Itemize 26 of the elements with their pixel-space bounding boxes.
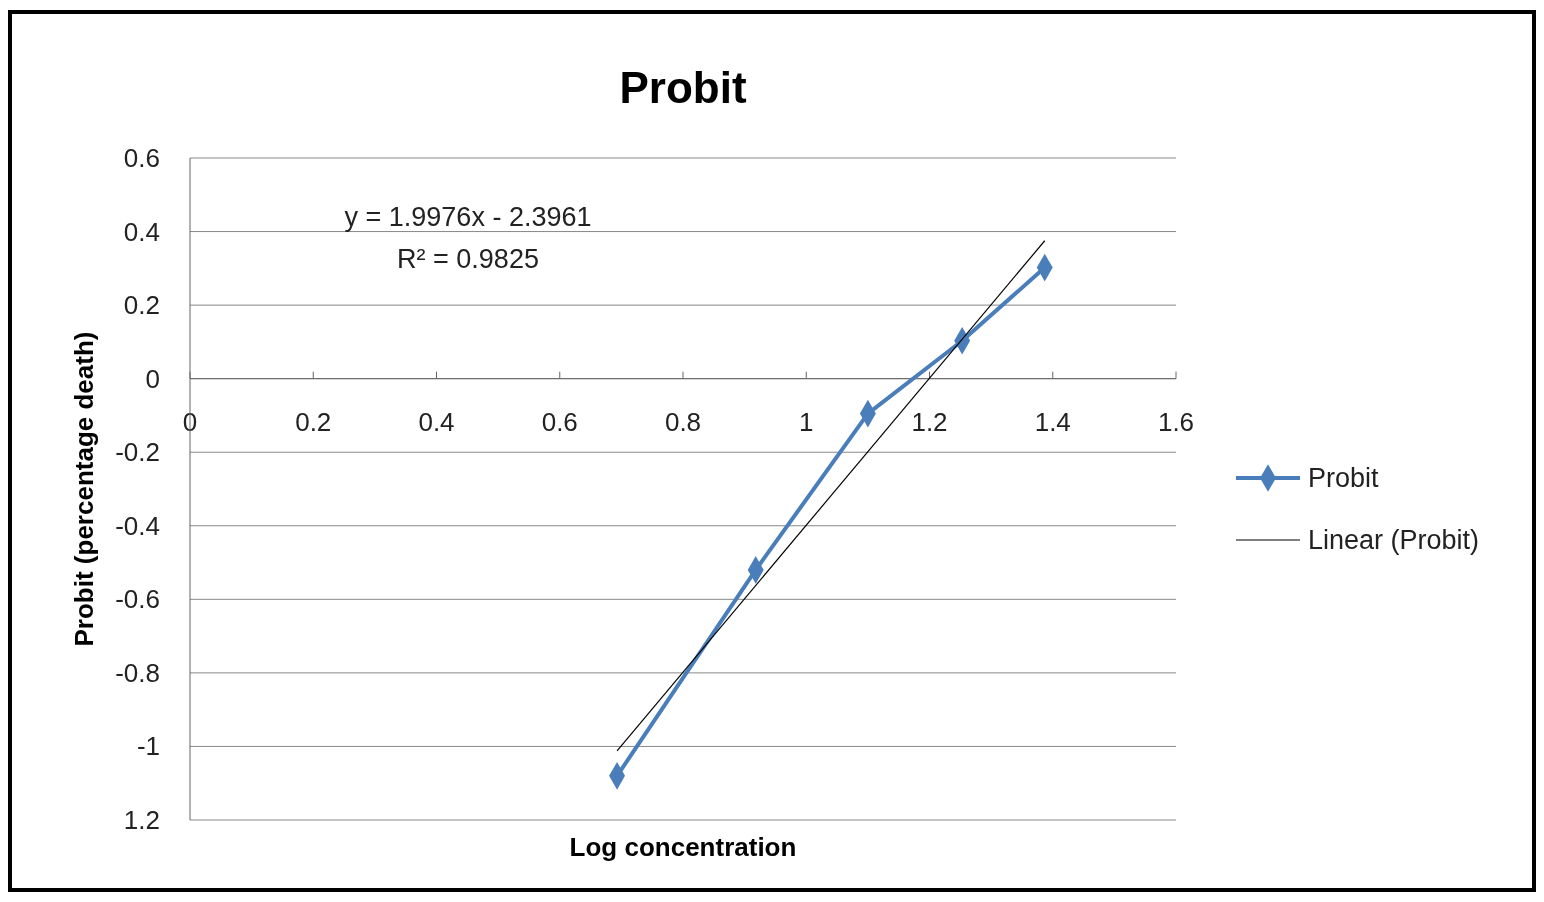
y-tick-label: -0.4 bbox=[115, 510, 160, 541]
y-tick-label: 1.2 bbox=[123, 805, 160, 835]
x-tick-label: 1.4 bbox=[1034, 406, 1071, 437]
x-tick-label: 0.2 bbox=[295, 406, 332, 437]
x-tick-label: 0 bbox=[182, 406, 198, 437]
legend-label: Probit bbox=[1308, 463, 1380, 493]
y-tick-label: 0.2 bbox=[123, 290, 160, 321]
annotation: y = 1.9976x - 2.3961 bbox=[344, 202, 592, 232]
legend-label: Linear (Probit) bbox=[1308, 525, 1480, 555]
x-tick-label: 1.6 bbox=[1157, 406, 1195, 437]
y-axis-title: Probit (percentage death) bbox=[69, 331, 99, 647]
x-tick-label: 1.2 bbox=[911, 406, 948, 437]
y-tick-label: 0.6 bbox=[123, 143, 160, 173]
y-tick-label: 0 bbox=[145, 363, 160, 394]
y-tick-label: 0.4 bbox=[123, 216, 160, 247]
x-tick-label: 0.6 bbox=[541, 406, 578, 437]
x-axis-title: Log concentration bbox=[569, 832, 797, 862]
y-tick-label: -0.2 bbox=[115, 437, 160, 468]
chart-title: Probit bbox=[619, 63, 747, 112]
x-tick-label: 1 bbox=[799, 406, 814, 437]
y-tick-label: -0.6 bbox=[115, 584, 160, 615]
y-tick-label: -1 bbox=[136, 731, 160, 762]
annotation: R² = 0.9825 bbox=[397, 244, 539, 274]
x-tick-label: 0.4 bbox=[418, 406, 455, 437]
y-tick-label: -0.8 bbox=[115, 657, 160, 688]
x-tick-label: 0.8 bbox=[664, 406, 702, 437]
